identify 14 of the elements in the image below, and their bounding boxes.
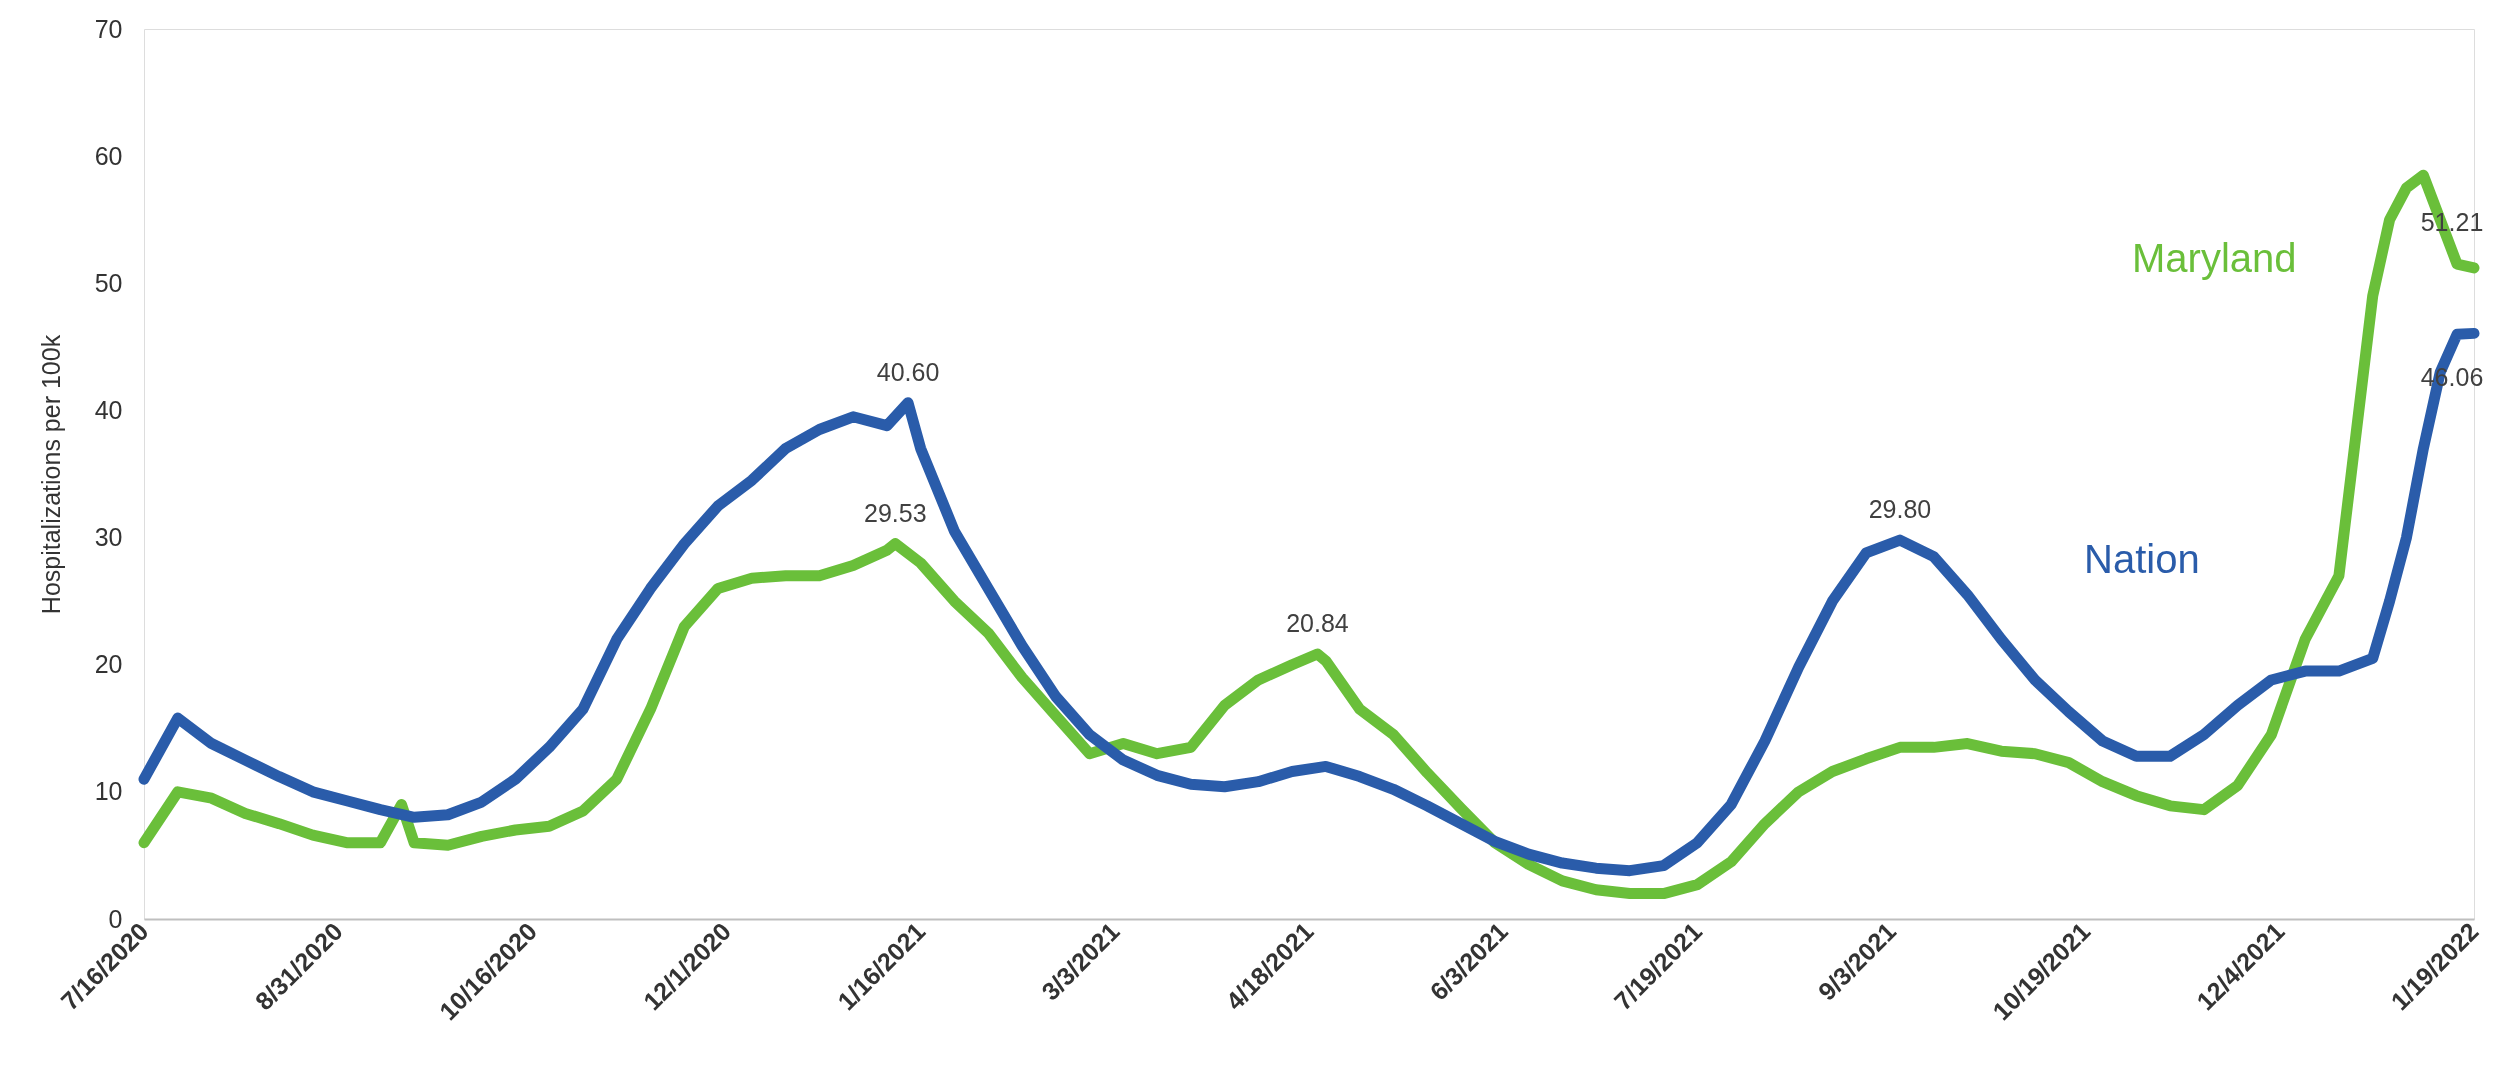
annotation: 40.60: [876, 357, 940, 386]
annotation: 29.53: [864, 498, 927, 527]
y-tick-label: 70: [94, 14, 123, 43]
annotation: 29.80: [1868, 495, 1932, 524]
y-tick-label: 50: [94, 268, 123, 297]
y-tick-label: 30: [94, 523, 123, 552]
annotation: 20.84: [1286, 609, 1349, 638]
y-tick-label: 20: [94, 650, 123, 679]
y-tick-label: 60: [94, 141, 123, 170]
series-label: Maryland: [2132, 236, 2297, 280]
y-tick-label: 10: [94, 777, 123, 806]
y-tick-label: 40: [94, 395, 123, 424]
text: Nation: [2084, 537, 2200, 581]
y-axis-title: Hospitalizations per 100k: [36, 334, 65, 615]
